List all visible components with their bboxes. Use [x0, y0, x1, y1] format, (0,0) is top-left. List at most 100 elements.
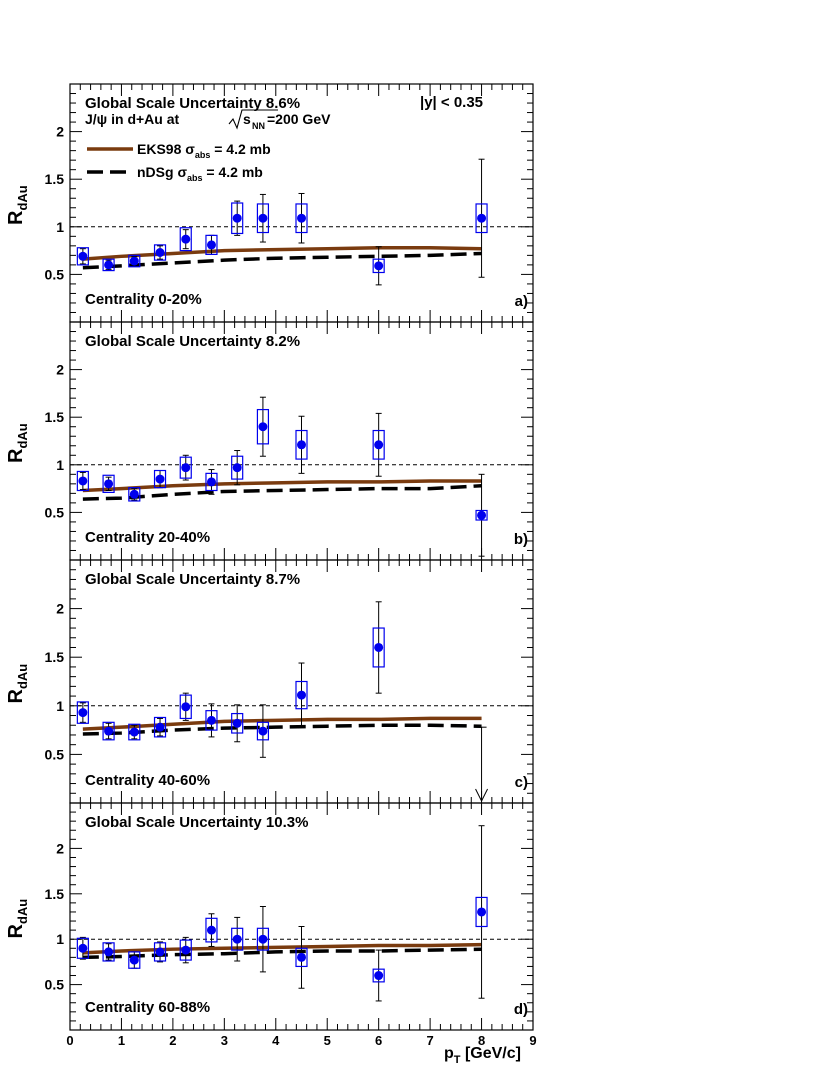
data-point	[179, 936, 192, 964]
rapidity-label: |y| < 0.35	[420, 94, 483, 111]
x-axis-title: pT [GeV/c]	[444, 1045, 521, 1066]
sys-error-box	[128, 487, 141, 502]
sys-error-box	[295, 680, 308, 710]
data-marker	[181, 234, 191, 244]
energy-label: =200 GeV	[267, 111, 331, 127]
sys-error-box	[179, 694, 192, 720]
data-point	[76, 470, 89, 492]
y-tick-label: 1	[56, 457, 64, 473]
data-marker	[104, 726, 114, 736]
data-point	[102, 258, 115, 272]
data-point	[102, 942, 115, 962]
data-marker	[232, 934, 242, 944]
panel-b: 0.5 1 1.5 2 RdAu Global Scale Uncertainty 8.2…	[5, 321, 534, 561]
data-point	[475, 473, 488, 557]
x-tick-label: 2	[169, 1033, 176, 1048]
sqrt-s-subscript: NN	[252, 121, 265, 131]
data-point	[295, 662, 308, 728]
sys-error-box	[128, 254, 141, 268]
data-point	[295, 192, 308, 244]
data-point	[102, 721, 115, 741]
sys-error-box	[76, 701, 89, 724]
data-point	[231, 450, 244, 486]
sys-error-box	[372, 627, 385, 668]
data-marker	[374, 971, 384, 981]
data-marker	[477, 907, 487, 917]
data-marker	[232, 213, 242, 223]
y-tick-label: 1	[56, 219, 64, 235]
x-tick-label: 9	[529, 1033, 536, 1048]
sqrt-s-label: s	[243, 111, 251, 127]
x-tick-label: 4	[272, 1033, 280, 1048]
data-point	[231, 200, 244, 236]
data-point	[153, 716, 167, 738]
data-point	[295, 415, 308, 474]
data-point	[475, 158, 488, 278]
panel-a: 0.5 1 1.5 2 RdAu Global Scale Uncertainty 8.6…	[5, 83, 534, 323]
sys-error-box	[153, 942, 167, 962]
data-marker	[181, 463, 191, 473]
x-tick-label: 3	[221, 1033, 228, 1048]
data-marker	[297, 213, 306, 223]
data-point	[256, 704, 270, 758]
panel-d: 0.5 1 1.5 2 RdAu Global Scale Uncertainty 10.…	[5, 802, 537, 1048]
x-tick-label: 7	[426, 1033, 433, 1048]
data-marker	[206, 477, 216, 487]
centrality-label: Centrality 60-88%	[85, 999, 210, 1016]
y-axis-title: RdAu	[5, 664, 30, 704]
panel-letter: c)	[515, 774, 528, 791]
data-marker	[78, 943, 88, 953]
sys-error-box	[102, 942, 115, 962]
y-tick-label: 2	[56, 601, 64, 617]
data-marker	[297, 440, 306, 450]
ndsg-curve	[82, 483, 482, 501]
data-point	[475, 825, 488, 999]
sys-error-box	[475, 203, 488, 234]
centrality-label: Centrality 40-60%	[85, 772, 210, 789]
sys-error-box	[153, 469, 167, 489]
data-marker	[129, 727, 139, 737]
data-point	[475, 726, 489, 803]
x-tick-label: 5	[324, 1033, 331, 1048]
data-point	[256, 193, 270, 243]
data-marker	[477, 213, 487, 223]
sys-error-box	[256, 408, 270, 445]
data-point	[128, 254, 141, 268]
sys-error-box	[256, 203, 270, 234]
data-point	[128, 951, 141, 969]
data-point	[179, 454, 192, 481]
legend: |y| < 0.35 J/ψ in d+Au at s NN =200 GeV …	[85, 94, 483, 183]
y-axis-title: RdAu	[5, 423, 30, 463]
data-marker	[258, 213, 268, 223]
x-tick-label: 0	[66, 1033, 73, 1048]
sys-error-box	[231, 712, 244, 734]
y-tick-label: 1.5	[45, 171, 65, 187]
data-marker	[297, 952, 306, 962]
data-marker	[181, 945, 191, 955]
sys-error-box	[128, 951, 141, 969]
data-marker	[258, 934, 268, 944]
y-tick-label: 1.5	[45, 886, 65, 902]
data-point	[205, 469, 218, 495]
centrality-label: Centrality 0-20%	[85, 291, 202, 308]
data-point	[372, 246, 385, 286]
sys-error-box	[102, 721, 115, 741]
sys-error-box	[128, 723, 141, 741]
sys-error-box	[295, 203, 308, 234]
data-marker	[78, 708, 88, 718]
data-point	[256, 396, 270, 457]
sys-error-box	[295, 429, 308, 460]
sys-error-box	[231, 927, 244, 951]
data-marker	[78, 476, 88, 486]
data-marker	[155, 248, 165, 258]
sys-error-box	[372, 968, 385, 983]
panel-frame	[69, 802, 534, 1031]
data-marker	[129, 489, 139, 499]
centrality-label: Centrality 20-40%	[85, 529, 210, 546]
data-point	[205, 913, 218, 947]
data-point	[205, 234, 218, 256]
data-point	[102, 474, 115, 494]
y-tick-label: 0.5	[45, 746, 65, 762]
sys-error-box	[102, 258, 115, 272]
